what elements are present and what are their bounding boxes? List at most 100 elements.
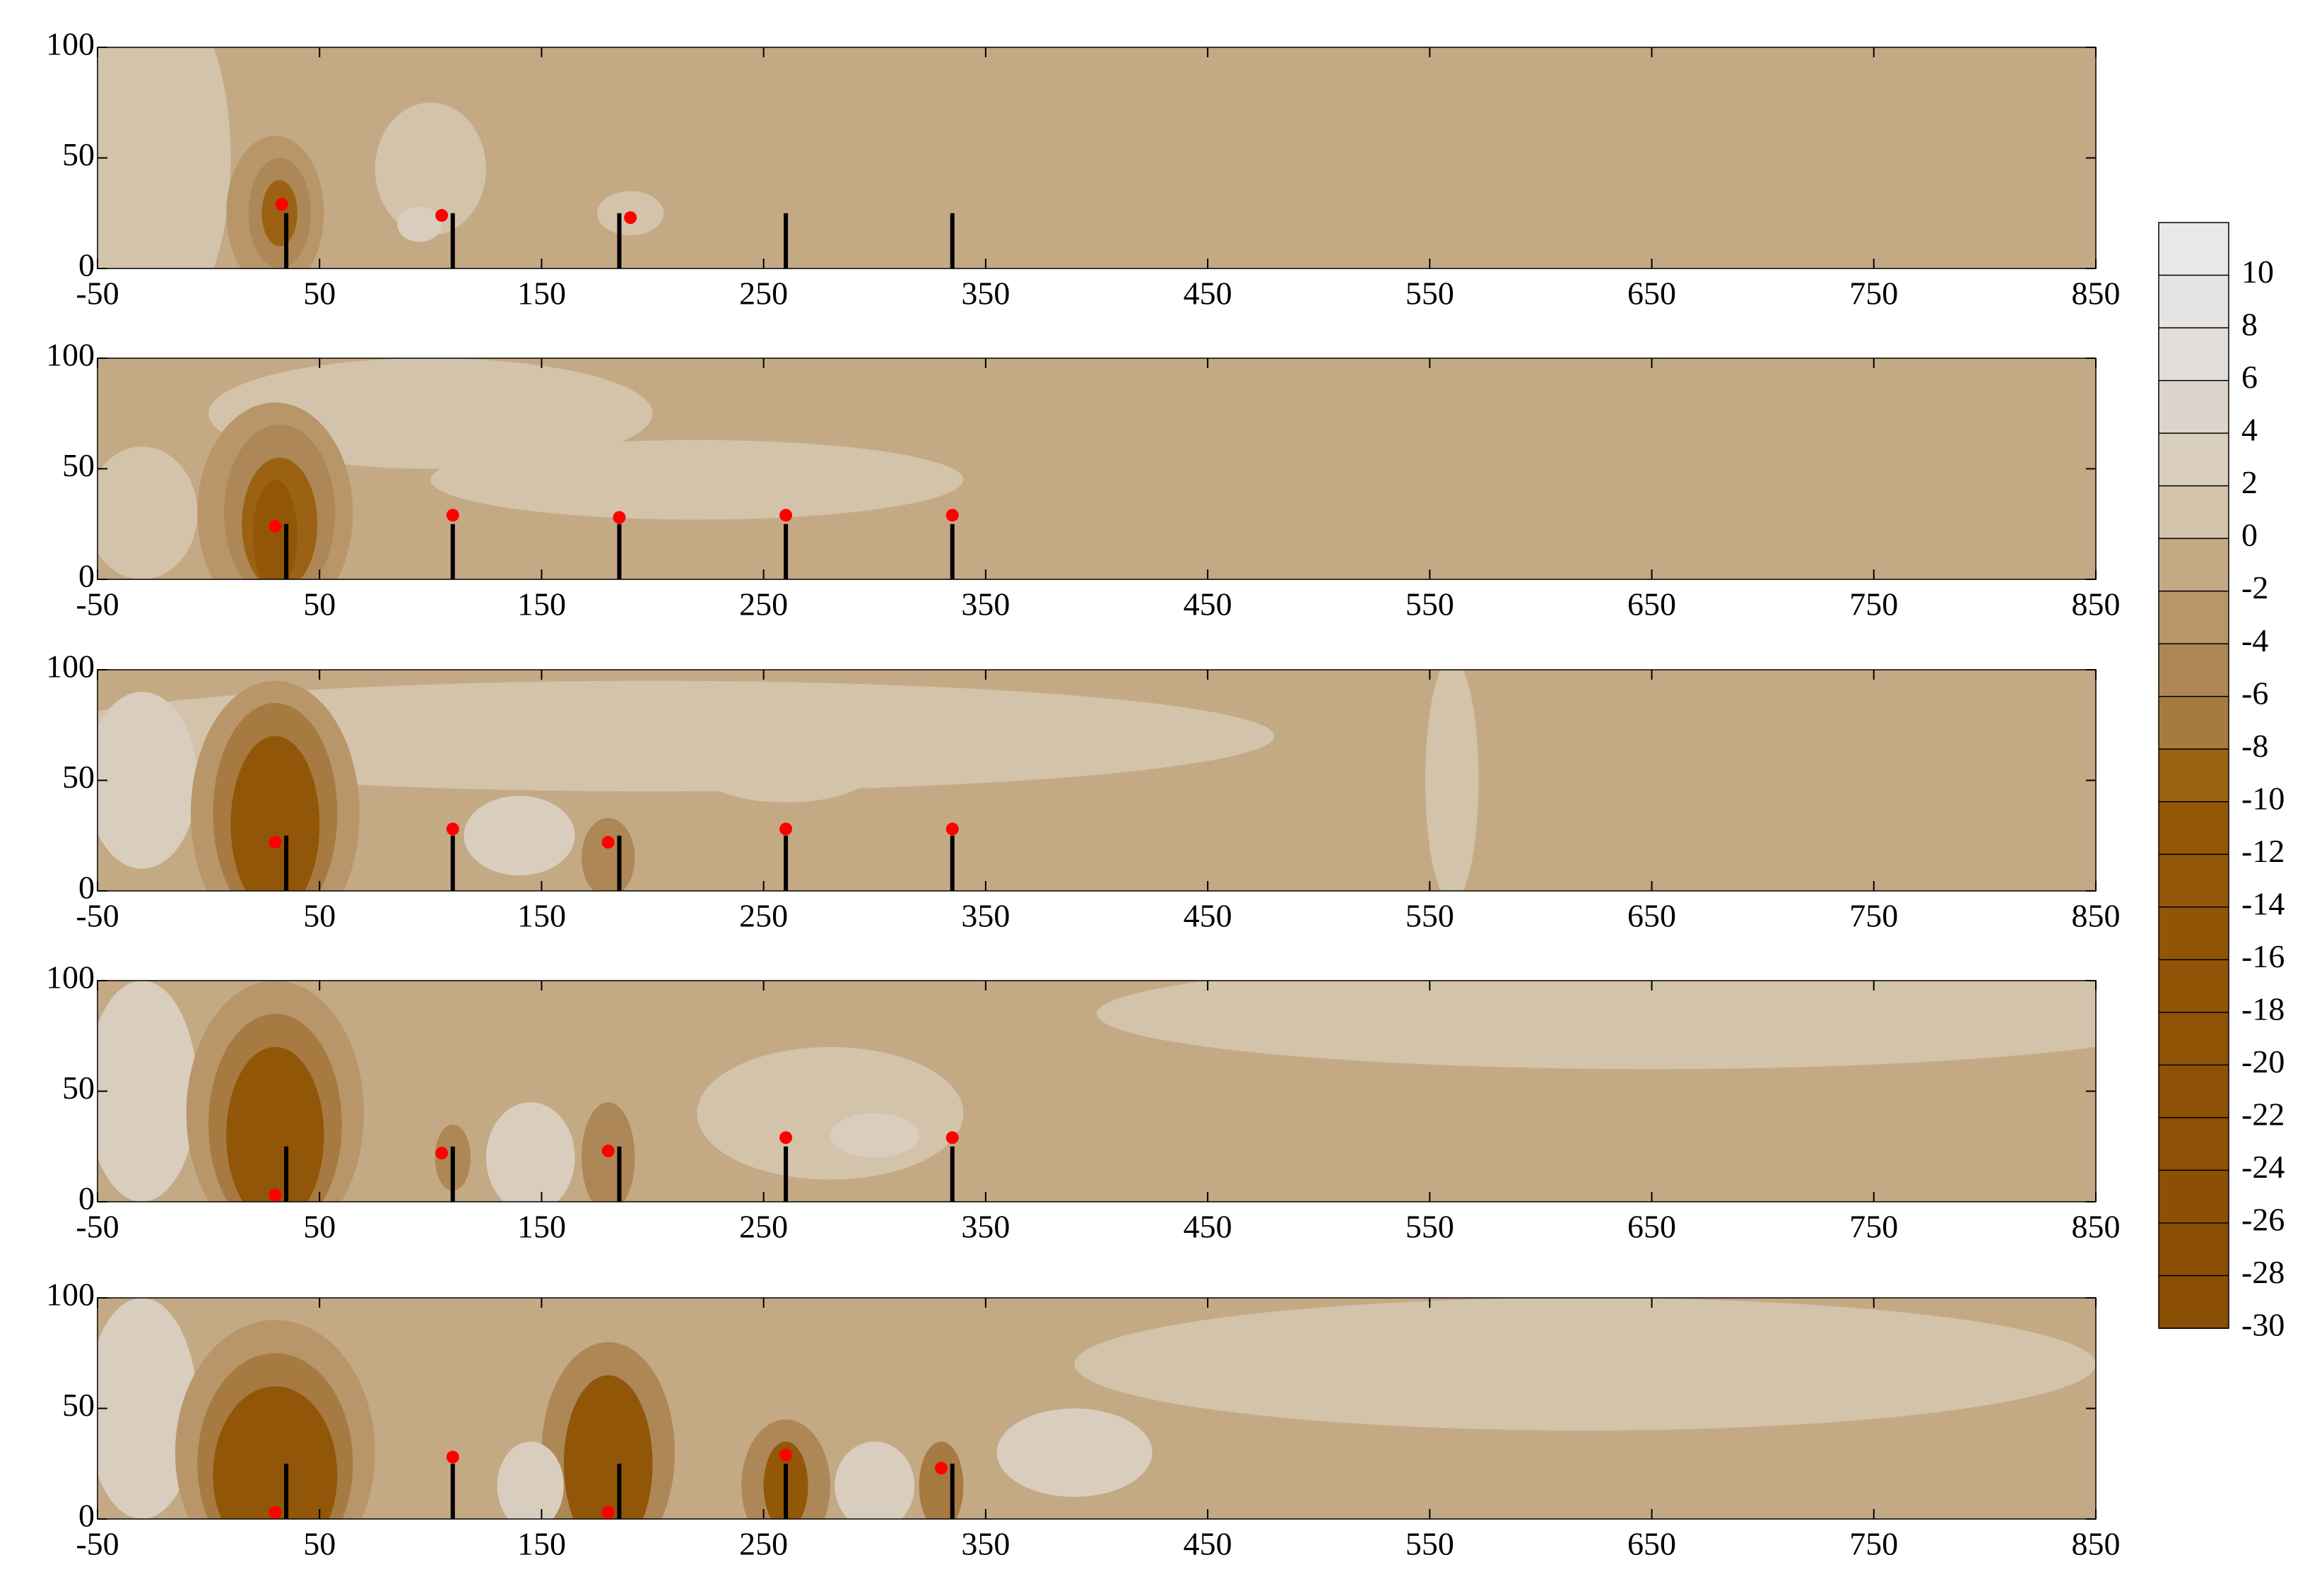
colorbar-band [2159, 1117, 2229, 1171]
contour-field [98, 358, 2096, 579]
y-tick-label: 0 [78, 1498, 95, 1534]
colorbar-tick-label: 10 [2241, 254, 2274, 290]
y-tick-label: 100 [46, 26, 95, 62]
x-tick-label: 450 [1184, 898, 1232, 934]
x-tick-label: -50 [76, 898, 119, 934]
colorbar-tick-label: 8 [2241, 307, 2258, 343]
x-tick-label: 450 [1184, 1526, 1232, 1562]
x-tick-label: 350 [961, 898, 1010, 934]
x-tick-label: 150 [517, 276, 566, 312]
y-tick-label: 50 [62, 136, 95, 172]
colorbar-tick-label: -30 [2241, 1307, 2285, 1343]
point [624, 211, 637, 225]
contour-region [830, 1113, 919, 1158]
x-tick-label: 650 [1627, 586, 1676, 622]
x-tick-label: 450 [1184, 1209, 1232, 1245]
colorbar-tick-label: -18 [2241, 991, 2285, 1027]
x-tick-label: 550 [1405, 276, 1454, 312]
colorbar-band [2159, 749, 2229, 802]
x-tick-label: 750 [1849, 898, 1898, 934]
x-tick-label: 250 [739, 276, 788, 312]
colorbar-band [2159, 380, 2229, 434]
point [269, 1188, 282, 1202]
point [945, 509, 959, 522]
x-tick-label: 850 [2072, 898, 2121, 934]
colorbar-band [2159, 433, 2229, 486]
contour-region [582, 1102, 635, 1202]
x-tick-label: 250 [739, 1209, 788, 1245]
x-tick-label: 150 [517, 1526, 566, 1562]
contour-field [98, 981, 2096, 1202]
colorbar-tick-label: -4 [2241, 622, 2268, 658]
colorbar-tick-label: -14 [2241, 885, 2285, 921]
contour-region [1425, 670, 1479, 891]
x-tick-label: 50 [303, 1526, 336, 1562]
contour-field [98, 1298, 2096, 1519]
colorbar-band [2159, 959, 2229, 1012]
colorbar-band [2159, 328, 2229, 381]
contour-region [213, 1386, 338, 1519]
x-tick-label: 850 [2072, 276, 2121, 312]
x-tick-label: 150 [517, 586, 566, 622]
colorbar-band [2159, 1012, 2229, 1065]
x-tick-label: 850 [2072, 1209, 2121, 1245]
x-tick-label: 150 [517, 1209, 566, 1245]
point [779, 822, 793, 836]
x-tick-label: -50 [76, 276, 119, 312]
x-tick-label: 750 [1849, 586, 1898, 622]
colorbar-tick-label: -26 [2241, 1202, 2285, 1238]
contour-region [375, 102, 486, 236]
contour-region [98, 692, 198, 869]
colorbar-tick-label: -10 [2241, 780, 2285, 816]
colorbar-band [2159, 1275, 2229, 1328]
colorbar-band [2159, 696, 2229, 750]
colorbar-tick-label: 2 [2241, 464, 2258, 500]
point [935, 1462, 948, 1475]
x-tick-label: 550 [1405, 586, 1454, 622]
point [269, 836, 282, 849]
point [601, 836, 615, 849]
point [435, 208, 449, 222]
point [613, 511, 626, 524]
x-tick-label: 650 [1627, 1526, 1676, 1562]
x-tick-label: -50 [76, 1526, 119, 1562]
x-tick-label: 50 [303, 1209, 336, 1245]
x-tick-label: 50 [303, 586, 336, 622]
colorbar-band [2159, 223, 2229, 276]
contour-region [261, 179, 297, 247]
contour-region [563, 1375, 653, 1519]
point [601, 1145, 615, 1158]
colorbar-band [2159, 644, 2229, 697]
x-tick-label: 250 [739, 586, 788, 622]
contour-region [464, 796, 575, 876]
colorbar-tick-label: 6 [2241, 359, 2258, 395]
point [269, 519, 282, 533]
x-tick-label: 250 [739, 1526, 788, 1562]
contour-region [697, 1046, 964, 1180]
point [779, 509, 793, 522]
point [779, 1448, 793, 1462]
colorbar-tick-label: -12 [2241, 833, 2285, 869]
x-tick-label: 50 [303, 898, 336, 934]
contour-field [98, 670, 2096, 891]
colorbar-band [2159, 1170, 2229, 1223]
x-tick-label: 150 [517, 898, 566, 934]
x-tick-label: 50 [303, 276, 336, 312]
point [945, 1131, 959, 1145]
point [601, 1506, 615, 1519]
contour-region [996, 1408, 1152, 1497]
y-tick-label: 0 [78, 558, 95, 594]
x-tick-label: 750 [1849, 276, 1898, 312]
x-tick-label: 550 [1405, 1526, 1454, 1562]
colorbar-tick-label: -2 [2241, 569, 2268, 605]
x-tick-label: 650 [1627, 1209, 1676, 1245]
x-tick-label: 350 [961, 586, 1010, 622]
contour-region [497, 1441, 564, 1519]
y-tick-label: 100 [46, 1277, 95, 1313]
y-tick-label: 0 [78, 1181, 95, 1217]
colorbar-tick-label: -24 [2241, 1149, 2285, 1185]
x-tick-label: -50 [76, 1209, 119, 1245]
x-tick-label: 750 [1849, 1526, 1898, 1562]
y-tick-label: 50 [62, 1070, 95, 1106]
